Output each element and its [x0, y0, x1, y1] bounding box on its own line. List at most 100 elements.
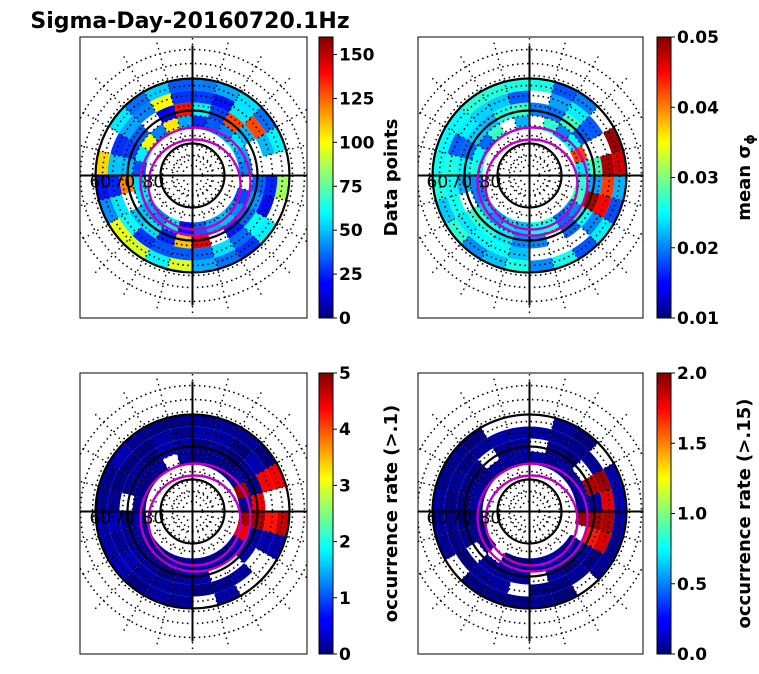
- heatmap-cell: [432, 511, 448, 537]
- heatmap-cell: [432, 175, 448, 201]
- heatmap-cell: [150, 238, 174, 258]
- heatmap-cell: [541, 453, 560, 471]
- heatmap-cell: [444, 489, 459, 512]
- heatmap-cell: [144, 417, 171, 438]
- heatmap-cell: [250, 511, 266, 531]
- heatmap-cell: [460, 235, 487, 260]
- heatmap-cell: [211, 93, 235, 113]
- oval-poleward: [476, 462, 589, 573]
- heatmap-cell: [529, 593, 555, 609]
- heatmap-cell: [611, 511, 627, 537]
- heatmap-cell: [611, 150, 627, 176]
- oval-equatorward: [484, 138, 579, 231]
- heatmap-cell: [469, 563, 493, 586]
- heatmap-cell: [140, 448, 163, 470]
- radial-label: 80: [480, 173, 502, 193]
- heatmap-cell: [592, 530, 612, 554]
- heatmap-cell: [504, 593, 530, 609]
- colorbar-3: 0 1 2 3 4 5 occurrence rate (>.1): [318, 364, 402, 665]
- oval-equatorward: [147, 138, 242, 231]
- heatmap-cell: [110, 194, 130, 218]
- heatmap-cell: [444, 175, 459, 198]
- heatmap-cell: [150, 574, 174, 594]
- heatmap-cell: [572, 235, 599, 260]
- heatmap-cell: [107, 153, 122, 176]
- heatmap-cell: [548, 429, 572, 449]
- heatmap-cell: [469, 437, 493, 460]
- colorbar-tick-label: 0.5: [677, 575, 707, 595]
- heatmap-cell: [110, 530, 130, 554]
- heatmap-cell: [529, 257, 555, 273]
- heatmap-cell: [581, 451, 604, 475]
- polar-panel-2: 60 70 80 0.01 0.02 0.03 0.04 0.05 mean σϕ: [417, 28, 758, 329]
- heatmap-cell: [559, 112, 582, 134]
- heatmap-cell: [477, 553, 500, 575]
- axes-frame: [417, 36, 644, 319]
- heatmap-cell: [204, 453, 223, 471]
- heatmap-cell: [548, 574, 572, 594]
- heatmap-cell: [571, 205, 593, 228]
- radial-label: 70: [451, 173, 473, 193]
- heatmap-cell: [548, 93, 572, 113]
- heatmap-cell: [244, 115, 267, 139]
- heatmap-cell: [192, 438, 212, 454]
- heatmap-cell: [252, 106, 277, 133]
- radial-label: 60: [90, 173, 112, 193]
- heatmap-cell: [444, 511, 459, 534]
- heatmap-cell: [192, 246, 215, 261]
- heatmap-cell: [469, 101, 493, 124]
- colorbar-1: 0 25 50 75 100 125 150 Data points: [318, 36, 402, 329]
- heatmap-cell: [129, 123, 151, 146]
- heatmap-cell: [592, 194, 612, 218]
- heatmap-cell: [559, 217, 582, 239]
- heatmap-cell: [255, 133, 275, 157]
- heatmap-cell: [551, 81, 578, 102]
- heatmap-cell: [204, 117, 223, 135]
- heatmap-cell: [600, 153, 615, 176]
- heatmap-cell: [481, 585, 508, 606]
- colorbar-tick-label: 0.0: [677, 645, 707, 665]
- heatmap-cell: [150, 93, 174, 113]
- heatmap-cell: [170, 582, 193, 597]
- radial-label: 70: [114, 509, 136, 529]
- heatmap-cell: [447, 194, 467, 218]
- oval-poleward: [476, 126, 589, 237]
- heatmap-cell: [481, 81, 508, 102]
- heatmap-cell: [144, 249, 171, 270]
- heatmap-cell: [107, 175, 122, 198]
- heatmap-cell: [477, 217, 500, 239]
- heatmap-cell: [150, 208, 169, 228]
- heatmap-cell: [222, 217, 245, 239]
- colorbar-tick-label: 125: [339, 89, 375, 109]
- heatmap-cell: [192, 257, 218, 273]
- heatmap-cell: [234, 541, 256, 564]
- heatmap-cell: [216, 123, 235, 143]
- heatmap-cell: [487, 208, 506, 228]
- heatmap-cell: [140, 217, 163, 239]
- heatmap-cell: [487, 574, 511, 594]
- polar-panel-3: 60 70 80 0 1 2 3 4 5 occurrence rate (>.1): [79, 364, 402, 665]
- colorbar-tick-label: 1.5: [677, 434, 707, 454]
- heatmap-cell: [447, 133, 467, 157]
- heatmap-cell: [466, 205, 488, 228]
- heatmap-cell: [222, 448, 245, 470]
- heatmap-cell: [487, 238, 511, 258]
- radial-label: 60: [90, 509, 112, 529]
- heatmap-cell: [107, 489, 122, 512]
- heatmap-cell: [192, 102, 212, 118]
- heatmap-cell: [234, 459, 256, 482]
- heatmap-cell: [611, 486, 627, 512]
- heatmap-cell: [211, 574, 235, 594]
- heatmap-cell: [222, 112, 245, 134]
- heatmap-cell: [507, 426, 530, 441]
- heatmap-cell: [587, 492, 603, 512]
- heatmap-cell: [445, 218, 470, 245]
- oval-equatorward: [147, 474, 242, 567]
- heatmap-cell: [587, 511, 603, 531]
- heatmap-cell: [553, 123, 572, 143]
- heatmap-cell: [477, 469, 497, 488]
- heatmap-cell: [603, 127, 624, 154]
- heatmap-cell: [95, 150, 111, 176]
- heatmap-cell: [95, 486, 111, 512]
